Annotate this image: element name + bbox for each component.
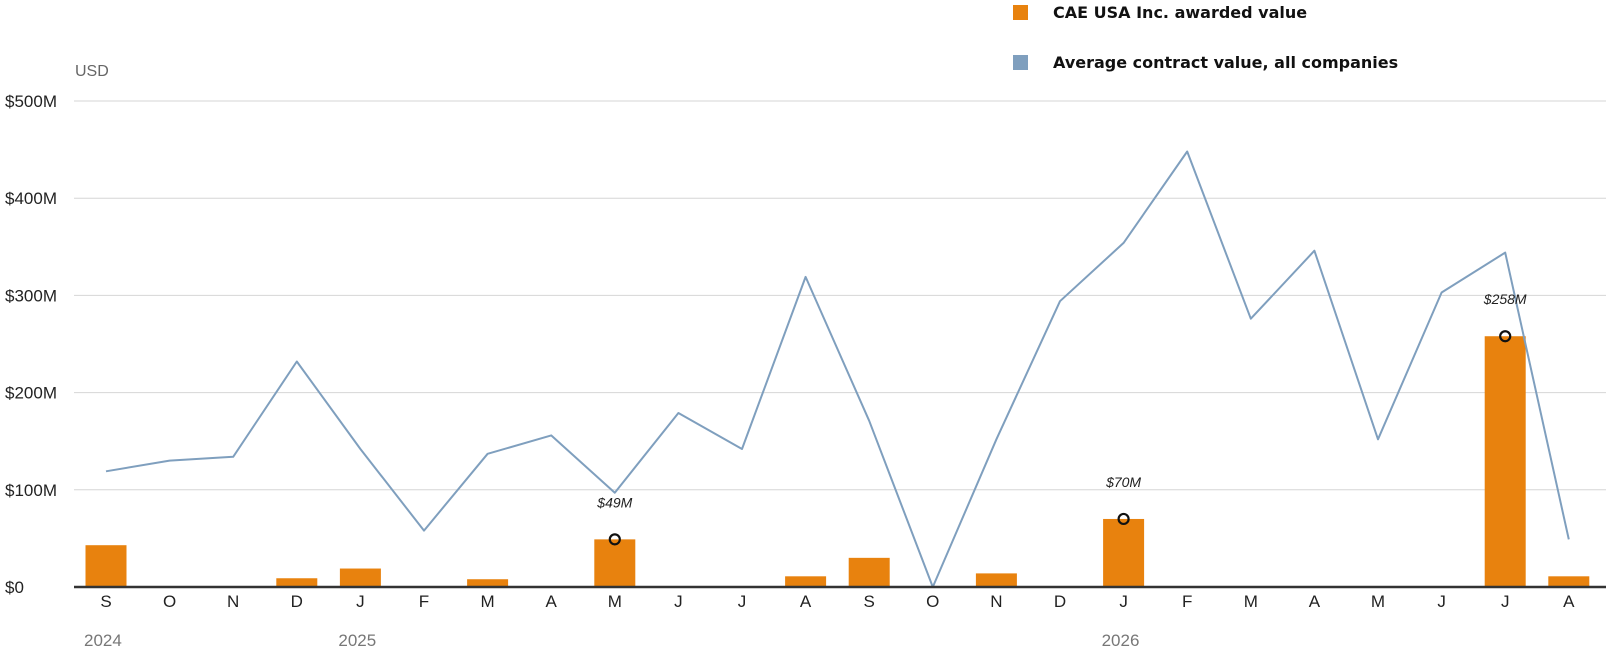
bar	[848, 557, 890, 587]
annotation-marker	[608, 533, 621, 546]
x-tick-label: A	[1563, 592, 1575, 611]
y-tick-label: $500M	[5, 92, 57, 111]
y-tick-label: $400M	[5, 189, 57, 208]
x-tick-label: D	[1054, 592, 1066, 611]
x-tick-label: A	[1309, 592, 1321, 611]
bar	[785, 576, 827, 587]
y-tick-label: $100M	[5, 481, 57, 500]
x-tick-label: M	[1244, 592, 1258, 611]
annotation-marker	[1499, 330, 1512, 343]
y-axis: $0 $100M $200M $300M $400M $500M	[5, 92, 57, 597]
bars	[85, 336, 1590, 587]
y-tick-label: $300M	[5, 286, 57, 305]
bar	[276, 578, 318, 587]
x-tick-label: F	[419, 592, 429, 611]
x-tick-label: J	[1119, 592, 1128, 611]
bar	[1103, 518, 1145, 587]
annotations: $49M $70M $258M	[596, 291, 1527, 546]
bar	[594, 539, 636, 587]
legend-label-average: Average contract value, all companies	[1053, 53, 1399, 72]
x-tick-label: S	[864, 592, 875, 611]
average-line	[105, 150, 1570, 588]
x-tick-label: J	[674, 592, 683, 611]
year-label: 2026	[1102, 631, 1140, 650]
x-tick-label: N	[990, 592, 1002, 611]
bar	[339, 568, 381, 587]
x-tick-label: M	[608, 592, 622, 611]
year-label: 2025	[338, 631, 376, 650]
x-tick-label: J	[1437, 592, 1446, 611]
y-tick-label: $200M	[5, 384, 57, 403]
bar	[1548, 576, 1590, 587]
x-tick-label: J	[738, 592, 747, 611]
bar	[975, 573, 1017, 587]
x-tick-label: O	[926, 592, 939, 611]
x-tick-label: M	[1371, 592, 1385, 611]
x-tick-label: S	[100, 592, 111, 611]
y-unit-label: USD	[75, 63, 109, 80]
y-tick-label: $0	[5, 578, 24, 597]
legend-swatch-cae	[1013, 5, 1028, 20]
x-tick-label: J	[356, 592, 365, 611]
x-tick-label: N	[227, 592, 239, 611]
gridlines	[74, 100, 1606, 491]
x-tick-label: M	[481, 592, 495, 611]
x-tick-label: J	[1501, 592, 1510, 611]
x-axis: S O N D J F M A M J J A S O N D J F M A M J J A 2024 2025 2026	[84, 592, 1575, 650]
x-tick-label: O	[163, 592, 176, 611]
legend-swatch-average	[1013, 55, 1028, 70]
data-label: $49M	[596, 494, 632, 510]
x-tick-label: A	[546, 592, 558, 611]
bar	[1484, 336, 1526, 587]
legend-label-cae: CAE USA Inc. awarded value	[1053, 3, 1308, 22]
average-series-line	[105, 150, 1570, 588]
annotation-marker	[1117, 512, 1130, 526]
data-label: $258M	[1483, 291, 1527, 307]
year-label: 2024	[84, 631, 122, 650]
data-label: $70M	[1105, 474, 1141, 490]
x-tick-label: F	[1182, 592, 1192, 611]
bar	[85, 545, 127, 587]
bar	[467, 579, 509, 587]
x-tick-label: D	[291, 592, 303, 611]
x-tick-label: A	[800, 592, 812, 611]
